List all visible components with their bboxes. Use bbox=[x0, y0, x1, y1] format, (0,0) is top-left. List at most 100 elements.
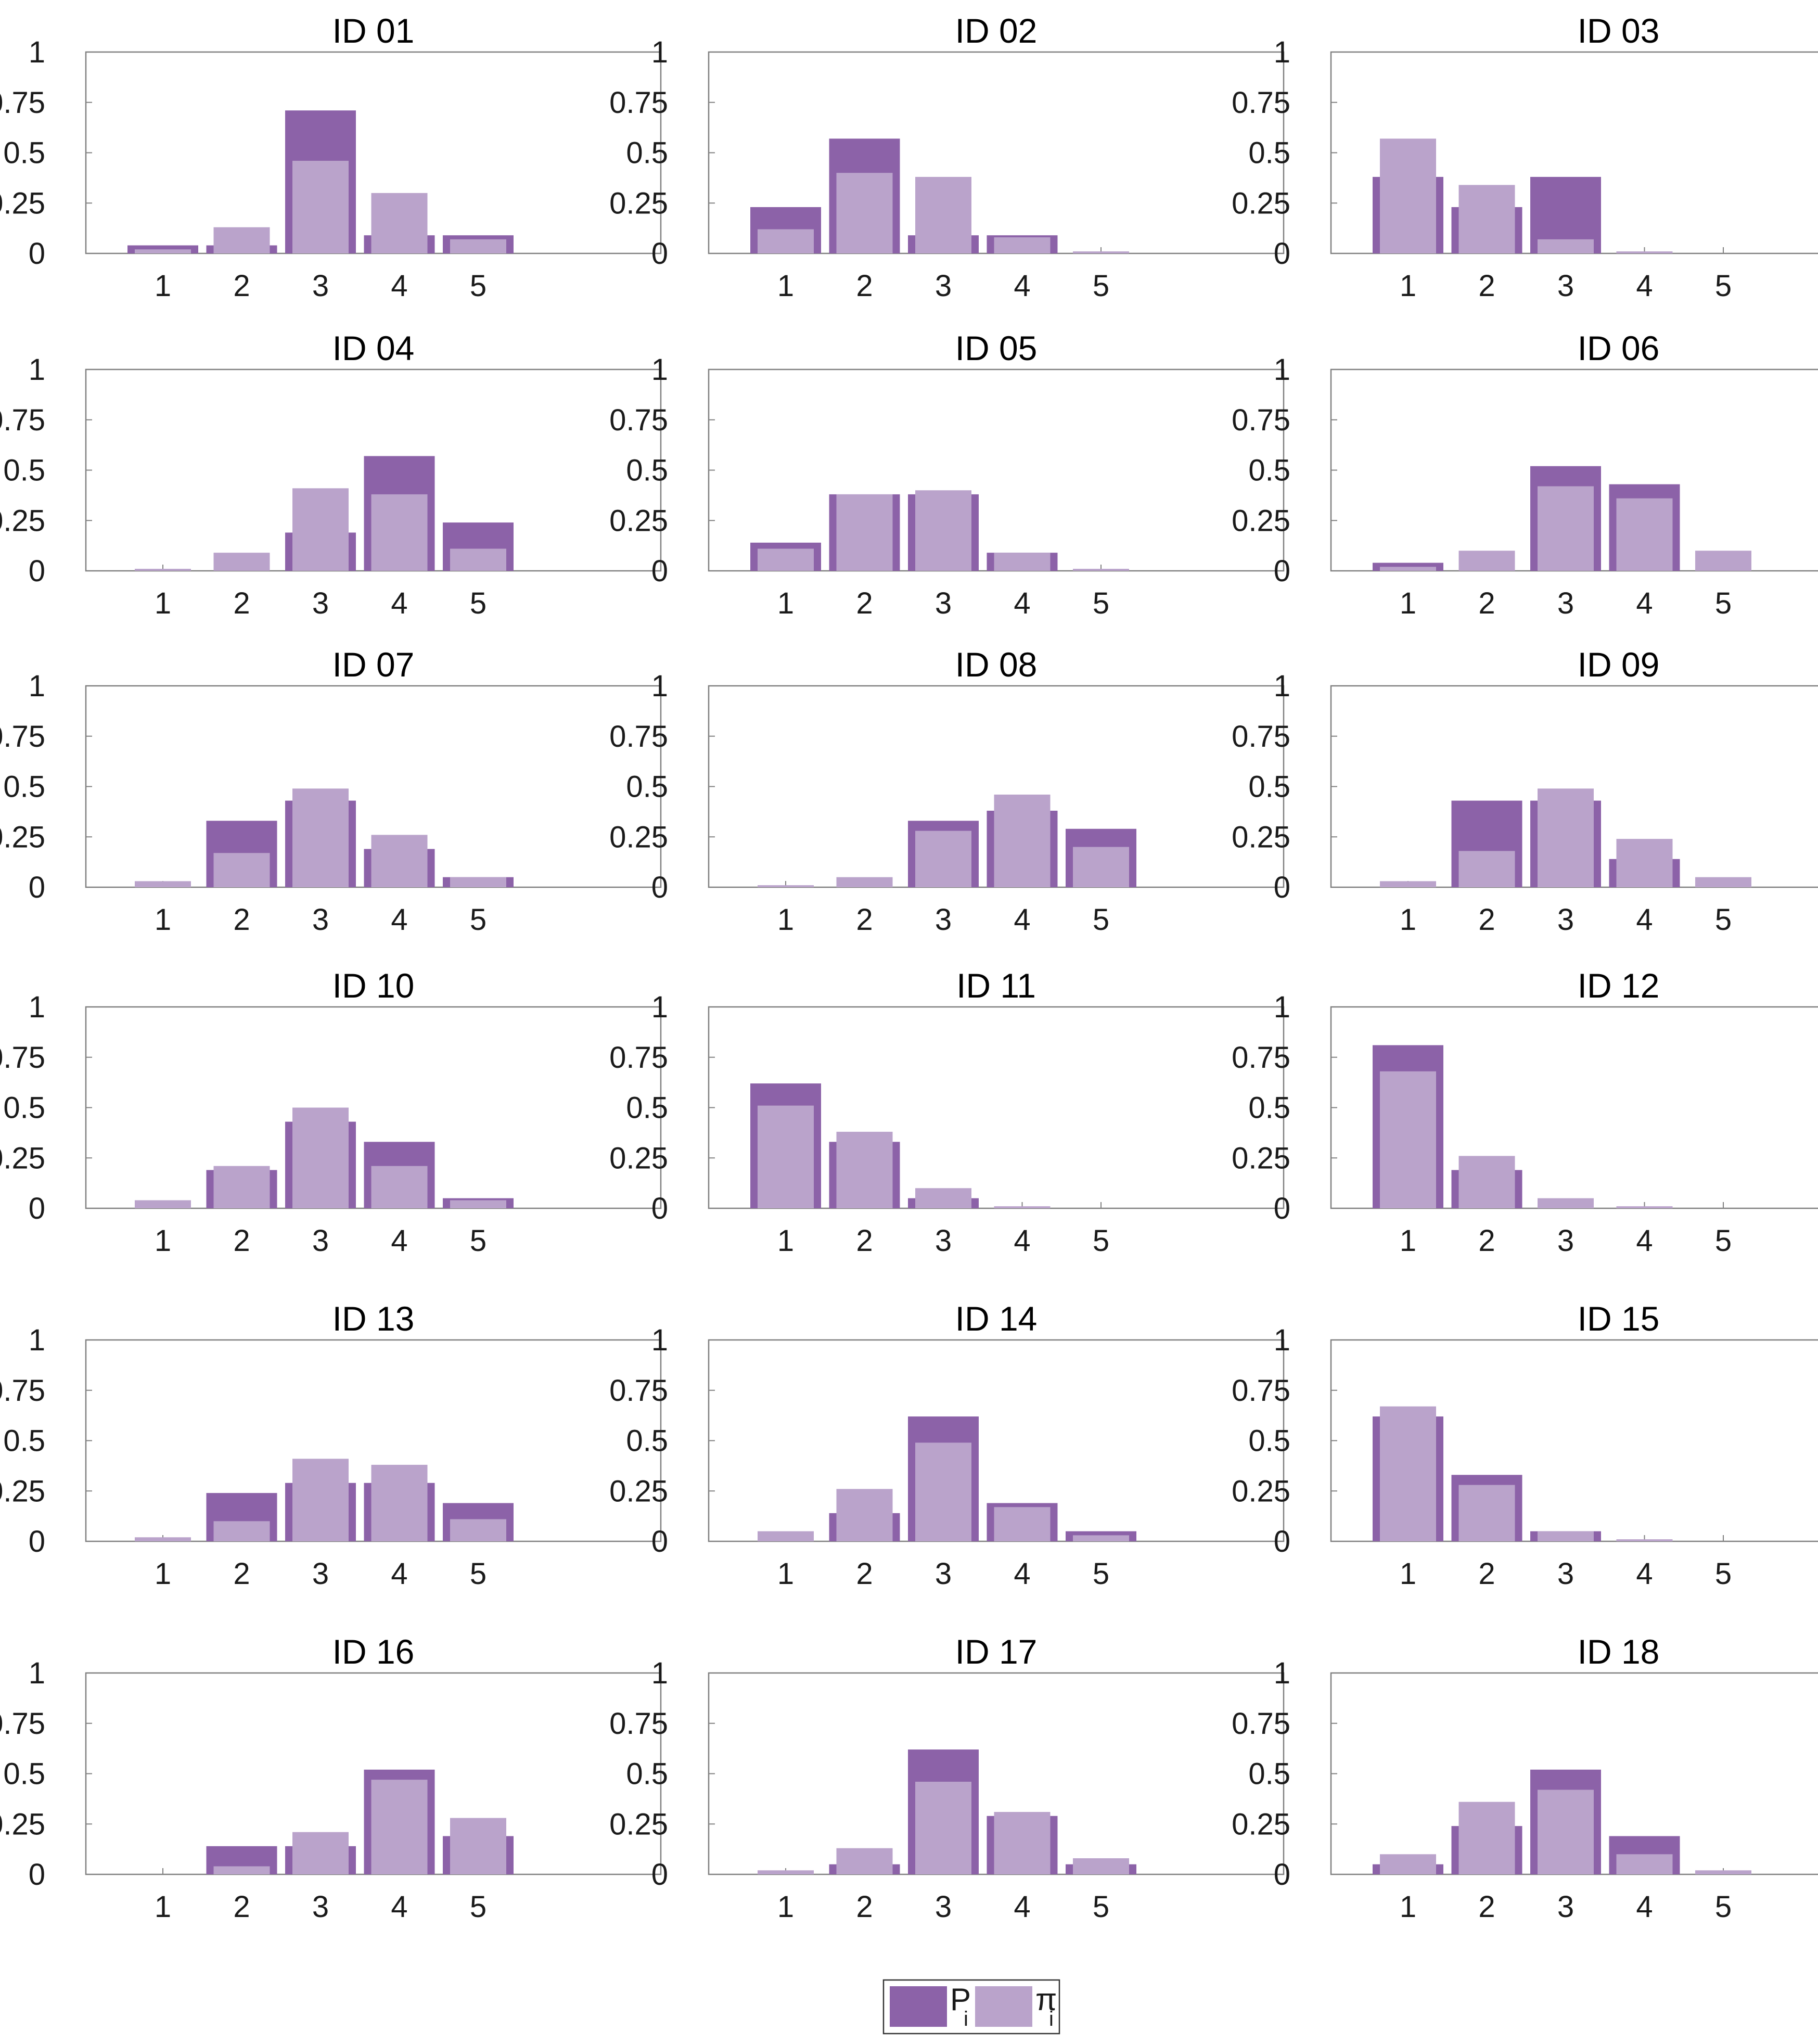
y-tick-label: 0 bbox=[651, 1192, 668, 1225]
x-tick-label: 2 bbox=[856, 903, 873, 937]
x-tick-label: 4 bbox=[1636, 1890, 1653, 1924]
x-tick-label: 1 bbox=[777, 1557, 794, 1591]
bar-pi bbox=[758, 1105, 814, 1208]
x-tick-label: 1 bbox=[777, 269, 794, 303]
bar-pi bbox=[371, 494, 428, 571]
x-tick-label: 2 bbox=[233, 903, 250, 937]
y-tick-label: 0 bbox=[651, 1858, 668, 1892]
y-tick-label: 0.75 bbox=[609, 86, 668, 120]
x-tick-label: 5 bbox=[470, 1890, 486, 1924]
x-tick-label: 3 bbox=[1557, 903, 1574, 937]
y-tick-label: 0.75 bbox=[1232, 1041, 1290, 1075]
bar-pi bbox=[1380, 881, 1436, 887]
x-tick-label: 4 bbox=[1014, 269, 1030, 303]
y-tick-label: 0.75 bbox=[1232, 1374, 1290, 1408]
bar-pi bbox=[1616, 1854, 1673, 1874]
x-tick-label: 5 bbox=[1093, 586, 1109, 620]
panel-id-06: ID 06 0 0.25 0.5 0.75 1 1 2 3 4 5 bbox=[1232, 329, 1818, 620]
panel-id-07: ID 07 0 0.25 0.5 0.75 1 1 2 3 4 5 bbox=[0, 645, 662, 937]
bar-pi bbox=[292, 1107, 349, 1208]
bar-pi bbox=[758, 548, 814, 571]
panel-id-17: ID 17 0 0.25 0.5 0.75 1 1 2 3 4 5 bbox=[609, 1632, 1285, 1924]
legend-symbol: P bbox=[950, 1982, 971, 2017]
x-tick-label: 5 bbox=[1715, 1224, 1732, 1258]
y-tick-label: 0.75 bbox=[609, 720, 668, 753]
y-tick-label: 0.25 bbox=[609, 820, 668, 854]
y-tick-label: 0.5 bbox=[3, 1091, 45, 1125]
y-tick-label: 0 bbox=[1274, 1192, 1290, 1225]
bar-pi bbox=[994, 794, 1051, 887]
panel-id-14: ID 14 0 0.25 0.5 0.75 1 1 2 3 4 5 bbox=[609, 1299, 1285, 1591]
y-tick-label: 0.5 bbox=[3, 136, 45, 170]
bar-pi bbox=[1616, 1206, 1673, 1208]
panel-id-02: ID 02 0 0.25 0.5 0.75 1 1 2 3 4 5 bbox=[609, 11, 1285, 303]
y-tick-label: 0 bbox=[29, 237, 45, 271]
bar-pi bbox=[836, 494, 893, 571]
y-tick-label: 0.75 bbox=[1232, 720, 1290, 753]
x-tick-label: 4 bbox=[391, 586, 407, 620]
y-tick-label: 0.25 bbox=[0, 1141, 45, 1175]
bar-pi bbox=[994, 1507, 1051, 1541]
y-tick-label: 1 bbox=[1274, 1656, 1290, 1690]
y-tick-label: 0.25 bbox=[1232, 820, 1290, 854]
y-tick-label: 0 bbox=[651, 237, 668, 271]
x-tick-label: 3 bbox=[1557, 1557, 1574, 1591]
x-tick-label: 4 bbox=[1014, 586, 1030, 620]
bar-pi bbox=[994, 237, 1051, 253]
panel-id-13: ID 13 0 0.25 0.5 0.75 1 1 2 3 4 5 bbox=[0, 1299, 662, 1591]
y-tick-label: 0.5 bbox=[1248, 454, 1290, 488]
y-tick-label: 0.75 bbox=[1232, 403, 1290, 437]
x-tick-label: 5 bbox=[1715, 1890, 1732, 1924]
panels-layer: ID 01 0 0.25 0.5 0.75 1 1 2 3 4 5 ID 02 0 0.25 0.5 0.75… bbox=[0, 11, 1818, 1924]
y-tick-label: 0.75 bbox=[0, 86, 45, 120]
y-tick-label: 0.25 bbox=[609, 1474, 668, 1508]
bar-pi bbox=[758, 229, 814, 253]
x-tick-label: 4 bbox=[1014, 903, 1030, 937]
y-tick-label: 0 bbox=[651, 871, 668, 904]
bar-pi bbox=[450, 1519, 506, 1541]
y-tick-label: 0.5 bbox=[626, 136, 668, 170]
bar-pi bbox=[1695, 551, 1751, 571]
x-tick-label: 2 bbox=[856, 1890, 873, 1924]
y-tick-label: 1 bbox=[29, 990, 45, 1024]
y-tick-label: 0.75 bbox=[1232, 1707, 1290, 1741]
panel-id-11: ID 11 0 0.25 0.5 0.75 1 1 2 3 4 5 bbox=[609, 966, 1285, 1258]
x-tick-label: 5 bbox=[470, 269, 486, 303]
y-tick-label: 0.25 bbox=[609, 1807, 668, 1841]
bar-pi bbox=[213, 1166, 270, 1208]
bar-pi bbox=[1538, 239, 1594, 253]
bar-pi bbox=[1073, 1858, 1129, 1874]
y-tick-label: 0.75 bbox=[1232, 86, 1290, 120]
x-tick-label: 4 bbox=[1636, 903, 1653, 937]
x-tick-label: 2 bbox=[233, 1557, 250, 1591]
x-tick-label: 5 bbox=[1093, 1224, 1109, 1258]
bar-pi bbox=[1073, 847, 1129, 887]
y-tick-label: 0 bbox=[651, 554, 668, 588]
y-tick-label: 1 bbox=[651, 990, 668, 1024]
x-tick-label: 5 bbox=[1093, 1890, 1109, 1924]
panel-id-18: ID 18 0 0.25 0.5 0.75 1 1 2 3 4 5 bbox=[1232, 1632, 1818, 1924]
x-tick-label: 4 bbox=[391, 1557, 407, 1591]
x-tick-label: 3 bbox=[1557, 1224, 1574, 1258]
bar-pi bbox=[1458, 551, 1515, 571]
y-tick-label: 0.75 bbox=[609, 1374, 668, 1408]
x-tick-label: 4 bbox=[1014, 1224, 1030, 1258]
y-tick-label: 0.75 bbox=[609, 1707, 668, 1741]
x-tick-label: 1 bbox=[1400, 1224, 1416, 1258]
bar-pi bbox=[213, 227, 270, 253]
x-tick-label: 3 bbox=[935, 586, 952, 620]
x-tick-label: 5 bbox=[470, 1557, 486, 1591]
y-tick-label: 1 bbox=[29, 1323, 45, 1357]
panel-title: ID 12 bbox=[1578, 966, 1660, 1005]
panel-id-05: ID 05 0 0.25 0.5 0.75 1 1 2 3 4 5 bbox=[609, 329, 1285, 620]
x-tick-label: 4 bbox=[391, 1224, 407, 1258]
legend-symbol: π bbox=[1035, 1982, 1057, 2017]
bar-pi bbox=[450, 1818, 506, 1874]
y-tick-label: 1 bbox=[651, 353, 668, 387]
y-tick-label: 1 bbox=[29, 35, 45, 69]
y-tick-label: 0.75 bbox=[0, 720, 45, 753]
y-tick-label: 0.25 bbox=[0, 186, 45, 220]
bar-pi bbox=[135, 881, 191, 887]
bar-pi bbox=[135, 1537, 191, 1541]
y-tick-label: 0.75 bbox=[0, 1374, 45, 1408]
